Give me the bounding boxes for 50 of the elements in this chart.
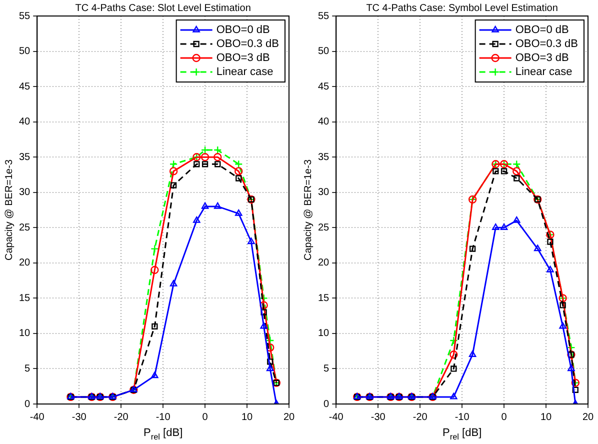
y-axis-title: Capacity @ BER=1e-3 — [303, 159, 314, 261]
y-axis-title: Capacity @ BER=1e-3 — [4, 159, 15, 261]
x-tick-label: -40 — [30, 412, 45, 423]
y-tick-label: 15 — [19, 292, 31, 304]
y-tick-label: 50 — [318, 46, 330, 58]
legend-label: OBO=0.3 dB — [515, 38, 578, 50]
legend-label: OBO=0.3 dB — [216, 38, 280, 50]
y-tick-label: 40 — [318, 116, 330, 128]
y-tick-label: 0 — [24, 398, 31, 410]
y-tick-label: 10 — [318, 328, 330, 340]
x-tick-label: -20 — [114, 412, 129, 423]
legend-label: Linear case — [216, 66, 274, 78]
y-tick-label: 5 — [324, 363, 330, 374]
y-tick-label: 45 — [19, 81, 31, 92]
chart-title: TC 4-Paths Case: Symbol Level Estimation — [366, 3, 558, 14]
x-tick-label: 20 — [283, 412, 295, 423]
y-tick-label: 20 — [318, 258, 330, 269]
y-tick-label: 25 — [19, 222, 31, 234]
x-tick-label: -10 — [156, 412, 171, 423]
x-tick-label: 0 — [501, 412, 508, 423]
y-tick-label: 35 — [318, 152, 330, 163]
y-tick-label: 15 — [318, 292, 330, 304]
y-tick-label: 50 — [19, 46, 31, 58]
y-tick-label: 0 — [324, 398, 330, 410]
y-tick-label: 55 — [318, 10, 330, 22]
y-tick-label: 20 — [19, 258, 31, 269]
legend-label: OBO=0 dB — [515, 24, 569, 36]
chart-title: TC 4-Paths Case: Slot Level Estimation — [75, 3, 251, 14]
y-tick-label: 55 — [19, 10, 31, 22]
y-tick-label: 30 — [19, 187, 31, 198]
x-tick-label: -40 — [328, 412, 344, 423]
y-tick-label: 10 — [19, 328, 31, 340]
x-tick-label: 10 — [540, 412, 552, 423]
y-tick-label: 25 — [318, 222, 330, 234]
y-tick-label: 30 — [318, 187, 330, 198]
x-tick-label: -30 — [370, 412, 386, 423]
legend-label: OBO=3 dB — [515, 52, 569, 64]
y-tick-label: 35 — [19, 152, 31, 163]
x-tick-label: 0 — [202, 412, 208, 423]
y-tick-label: 45 — [318, 81, 330, 92]
legend-label: OBO=3 dB — [216, 52, 270, 64]
x-tick-label: -10 — [454, 412, 470, 423]
y-tick-label: 5 — [24, 363, 31, 374]
legend-label: OBO=0 dB — [216, 24, 270, 36]
x-tick-label: 10 — [241, 412, 254, 423]
x-tick-label: -20 — [412, 412, 428, 423]
x-tick-label: -30 — [72, 412, 87, 423]
x-tick-label: 20 — [582, 412, 594, 423]
y-tick-label: 40 — [19, 116, 31, 128]
legend-label: Linear case — [515, 66, 572, 78]
